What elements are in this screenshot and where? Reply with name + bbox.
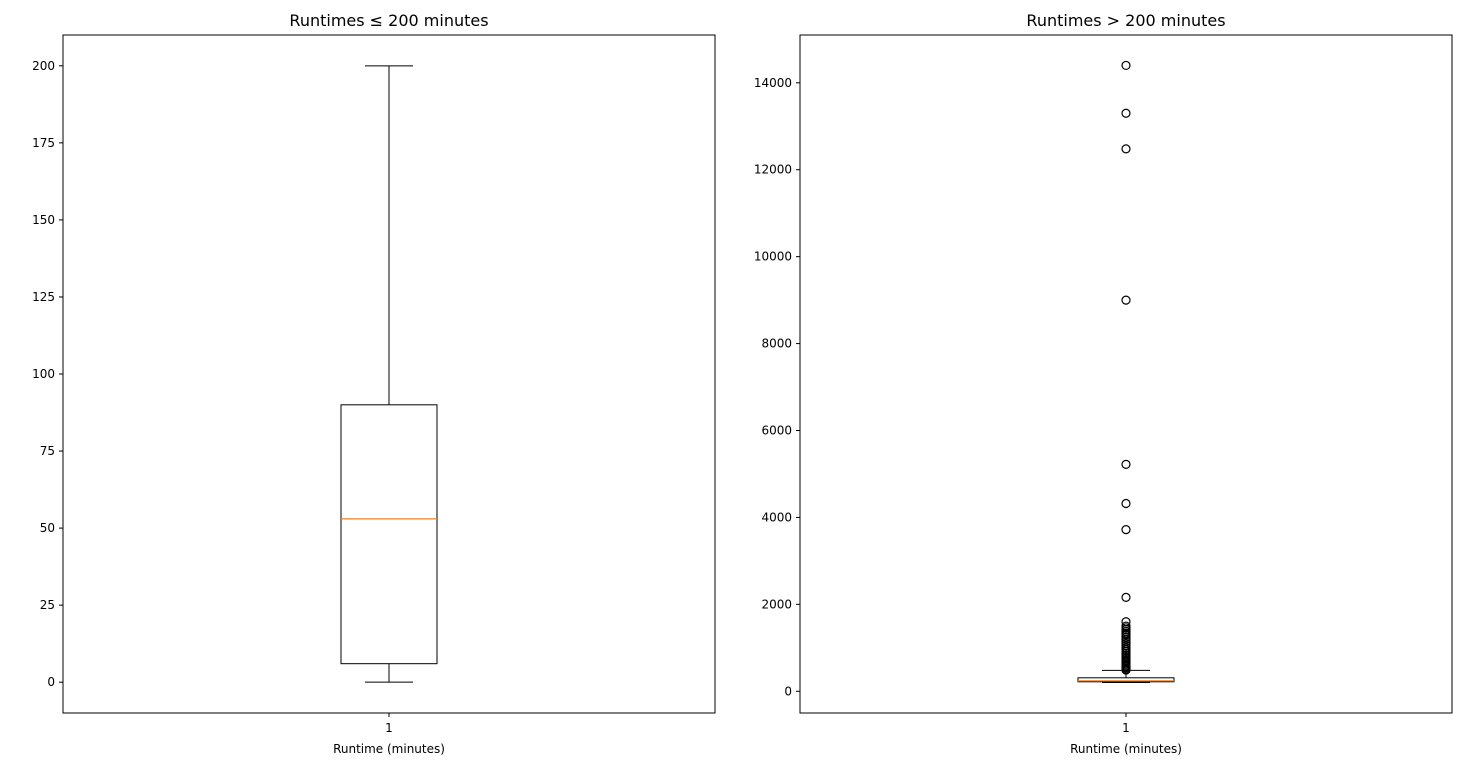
x-axis-label: Runtime (minutes) (1070, 742, 1182, 756)
x-tick-label: 1 (1122, 721, 1130, 735)
y-tick-label: 100 (32, 367, 55, 381)
iqr-box (340, 404, 438, 665)
y-tick-label: 75 (40, 444, 55, 458)
y-tick-label: 0 (47, 675, 55, 689)
y-tick-label: 25 (40, 598, 55, 612)
outlier-point (1121, 60, 1131, 71)
right-boxplot-panel: Runtimes > 200 minutes 0 2000 4000 6000 8000 1… (754, 11, 1453, 756)
left-boxplot-panel: Runtimes ≤ 200 minutes 0 25 50 75 100 125 150 17… (32, 11, 716, 756)
y-tick-label: 200 (32, 59, 55, 73)
outlier-point (1121, 459, 1131, 469)
outlier-point (1121, 498, 1131, 509)
x-tick-label: 1 (385, 721, 393, 735)
y-tick-label: 50 (40, 521, 55, 535)
iqr-box (1077, 677, 1175, 683)
outlier-point (1121, 665, 1131, 675)
chart-title: Runtimes > 200 minutes (1026, 11, 1225, 30)
y-tick-label: 125 (32, 290, 55, 304)
y-tick-label: 175 (32, 136, 55, 150)
outlier-point (1121, 108, 1131, 118)
x-axis-label: Runtime (minutes) (333, 742, 445, 756)
y-tick-label: 150 (32, 213, 55, 227)
y-tick-label: 10000 (754, 250, 792, 264)
outlier-point (1121, 144, 1131, 154)
axes-frame (799, 34, 1453, 714)
y-tick-label: 12000 (754, 163, 792, 177)
y-tick-label: 6000 (761, 424, 792, 438)
y-tick-label: 4000 (761, 510, 792, 524)
y-tick-label: 2000 (761, 597, 792, 611)
y-tick-label: 0 (784, 684, 792, 698)
outlier-point (1121, 295, 1131, 305)
outlier-point (1121, 592, 1131, 602)
y-tick-label: 8000 (761, 337, 792, 351)
y-tick-label: 14000 (754, 76, 792, 90)
outlier-point (1121, 524, 1131, 535)
chart-title: Runtimes ≤ 200 minutes (289, 11, 488, 30)
